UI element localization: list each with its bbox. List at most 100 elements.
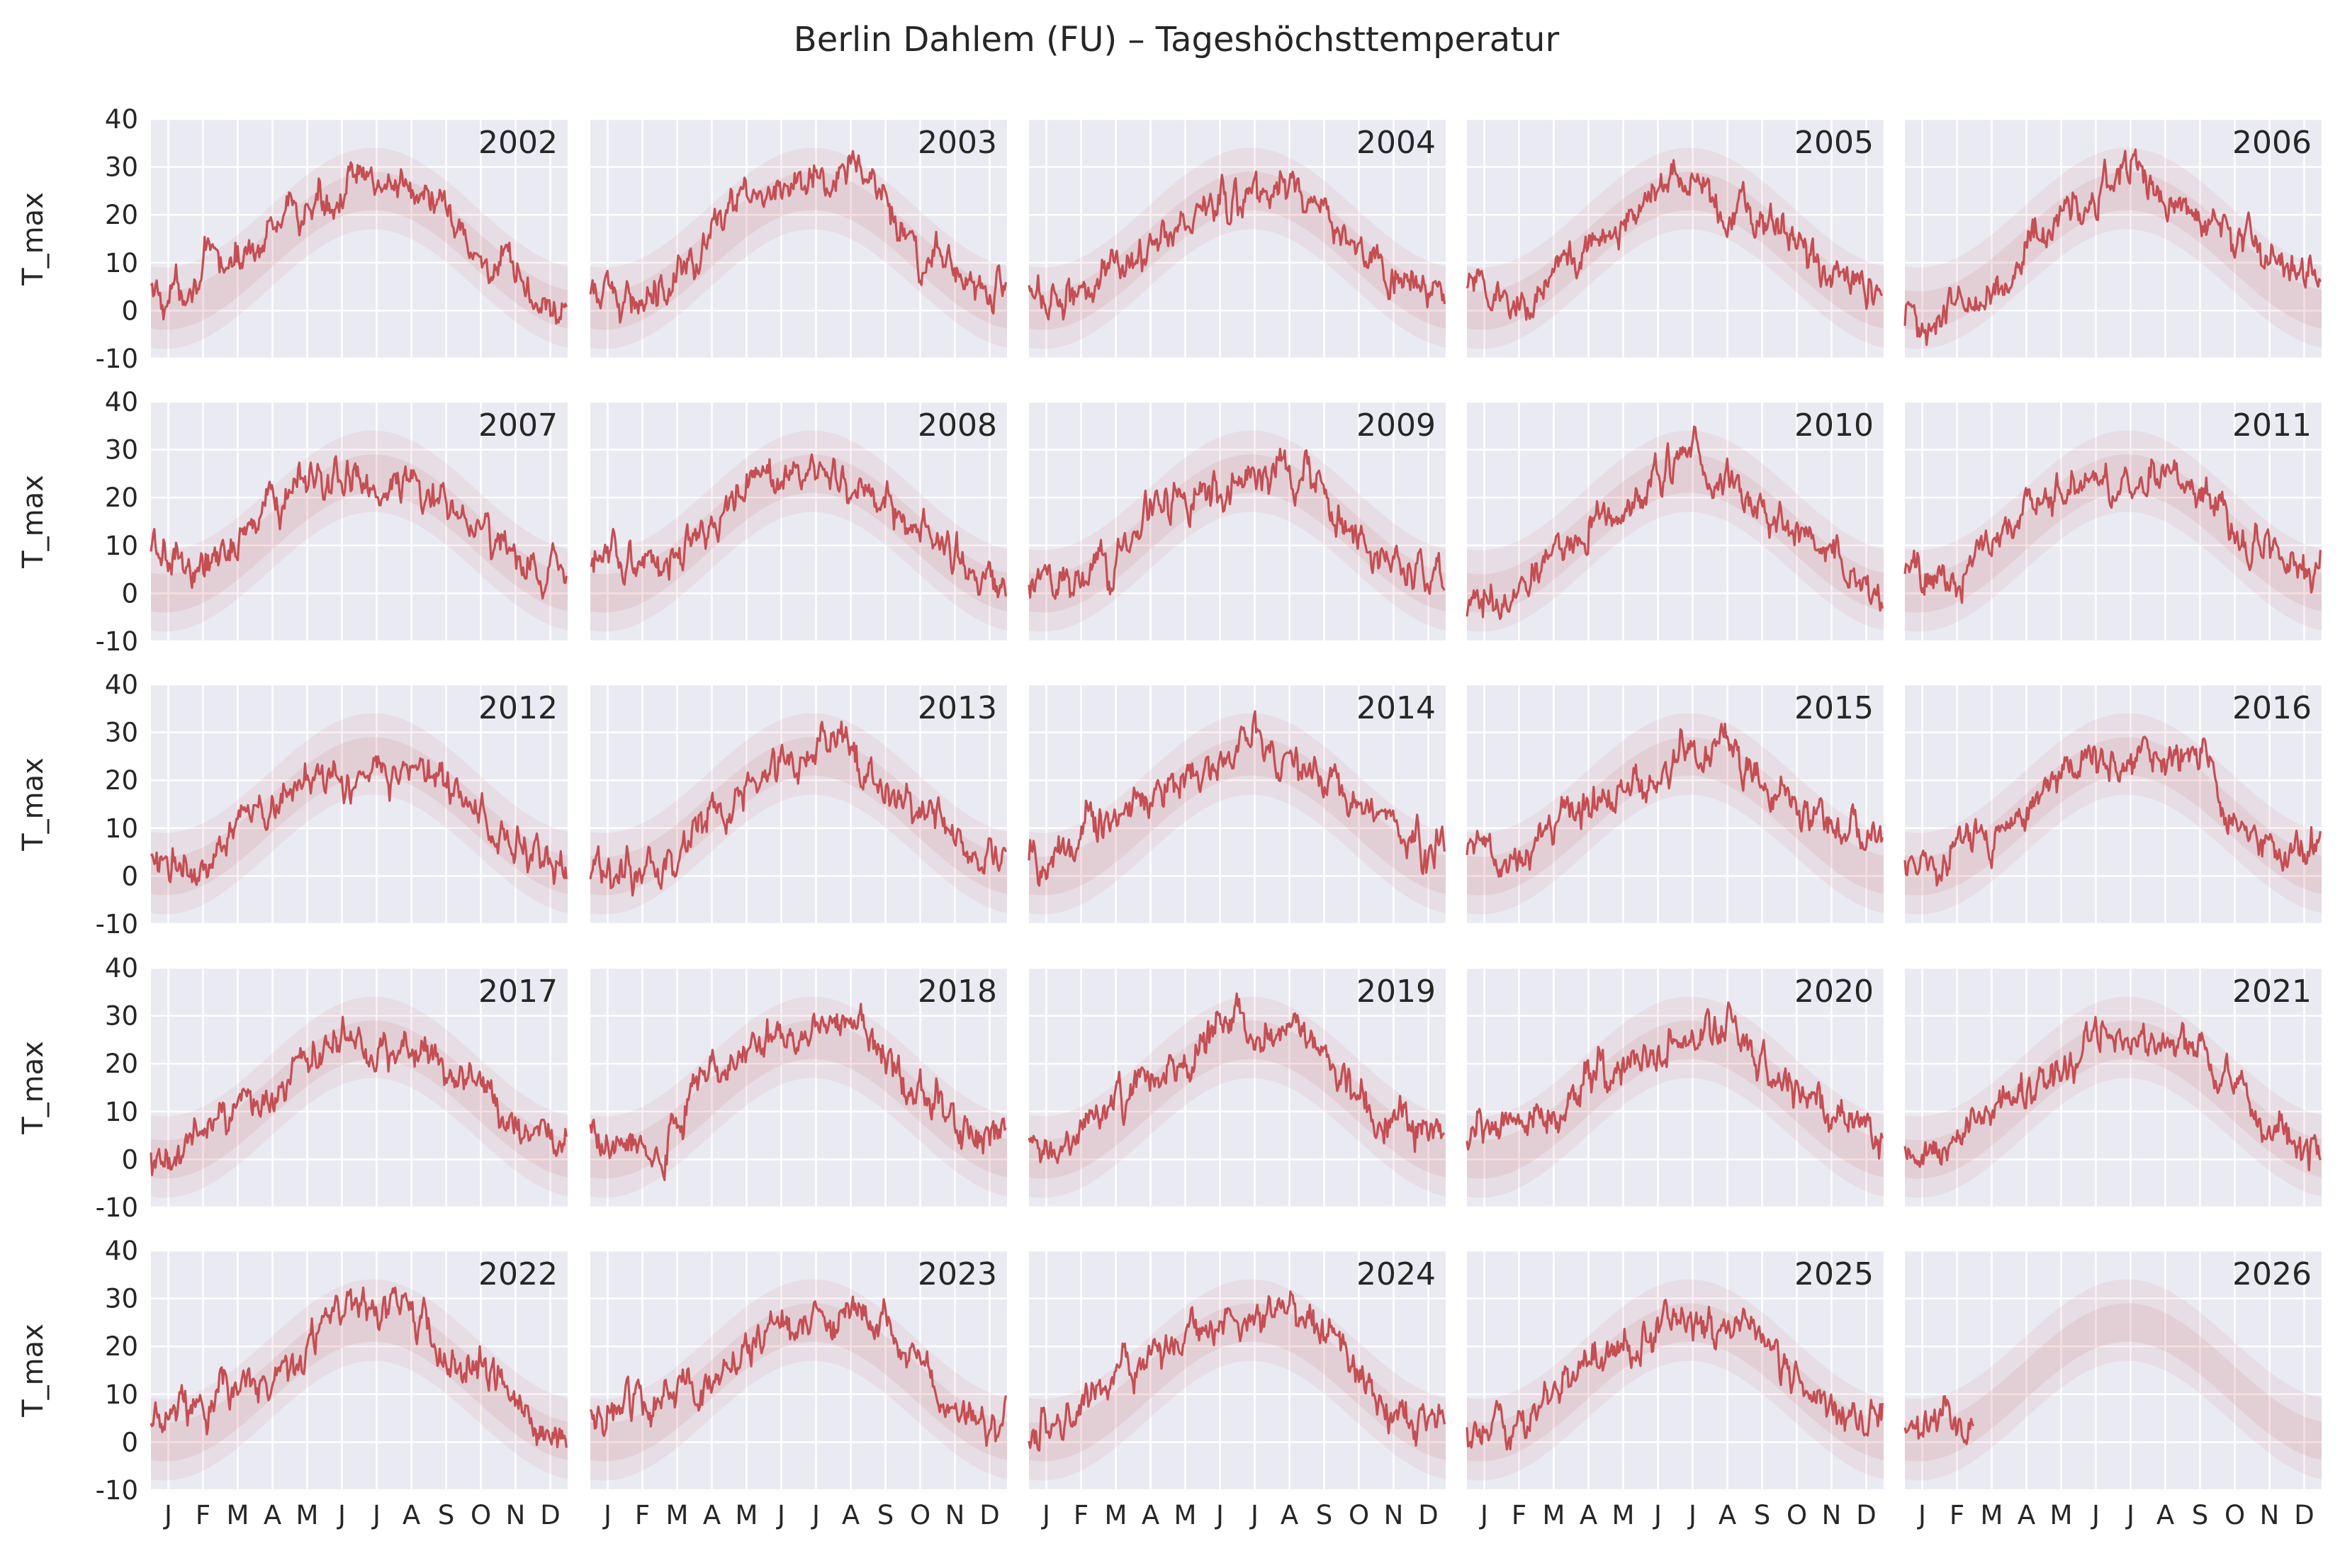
- panel-2010: 2010: [1466, 400, 1884, 643]
- x-tick-label: M: [296, 1500, 319, 1530]
- x-tick-label: S: [1754, 1500, 1771, 1530]
- climatology-band: [590, 996, 1007, 1198]
- panel-2007: 2007 -10 0 10 20 30 40 T_max: [17, 387, 568, 657]
- climatology-band-inner: [1029, 737, 1446, 896]
- panel-background: [1029, 1251, 1446, 1490]
- x-tick-label: F: [1950, 1500, 1964, 1530]
- panel-2017: 2017 -10 0 10 20 30 40 T_max: [17, 953, 568, 1223]
- panel-background: [1029, 968, 1446, 1207]
- y-axis-label: T_max: [17, 1041, 50, 1135]
- y-tick-label: -10: [96, 1475, 138, 1506]
- series-line-2014: [1028, 710, 1446, 887]
- x-tick-label: A: [1719, 1500, 1736, 1530]
- climatology-band: [590, 713, 1007, 915]
- x-tick-label: A: [703, 1500, 721, 1530]
- year-label: 2011: [2232, 407, 2312, 444]
- x-tick-label: N: [945, 1500, 965, 1530]
- panel-2019: 2019: [1028, 966, 1446, 1209]
- climatology-band: [1029, 996, 1446, 1198]
- y-tick-label: 20: [105, 200, 138, 230]
- year-label: 2005: [1794, 125, 1874, 161]
- x-tick-label: D: [540, 1500, 561, 1530]
- x-tick-label: O: [471, 1500, 491, 1530]
- x-tick-label: M: [1543, 1500, 1565, 1530]
- year-label: 2012: [478, 690, 558, 726]
- y-tick-label: 0: [121, 295, 138, 326]
- climatology-band-inner: [151, 1020, 568, 1179]
- series-line-2018: [589, 1003, 1007, 1181]
- series-line-2017: [150, 1015, 568, 1176]
- x-tick-label: J: [811, 1500, 820, 1530]
- x-tick-label: A: [264, 1500, 281, 1530]
- series-line-2021: [1903, 1015, 2322, 1172]
- y-tick-label: 30: [105, 1001, 138, 1032]
- panel-background: [1467, 684, 1884, 924]
- panel-background: [151, 968, 568, 1207]
- y-tick-label: 10: [105, 248, 138, 278]
- y-tick-label: 0: [121, 1144, 138, 1175]
- climatology-band: [1467, 1279, 1884, 1481]
- series-line-2015: [1466, 723, 1884, 878]
- panel-2013: 2013: [589, 683, 1007, 925]
- series-line-2008: [590, 453, 1007, 599]
- y-axis-label: T_max: [17, 757, 50, 852]
- x-tick-label: F: [1074, 1500, 1089, 1530]
- panel-background: [1905, 402, 2322, 641]
- x-tick-label: J: [2125, 1500, 2134, 1530]
- year-label: 2015: [1794, 690, 1874, 726]
- y-tick-label: -10: [96, 344, 138, 374]
- series-line-2013: [589, 721, 1007, 897]
- y-tick-label: -10: [96, 1192, 138, 1223]
- year-label: 2016: [2232, 690, 2312, 726]
- climatology-band: [1467, 996, 1884, 1198]
- series-line-2023: [589, 1295, 1007, 1448]
- year-label: 2006: [2232, 125, 2312, 161]
- panel-2011: 2011: [1903, 400, 2322, 643]
- year-label: 2013: [918, 690, 997, 726]
- x-tick-label: A: [1281, 1500, 1298, 1530]
- y-tick-label: 40: [105, 953, 138, 983]
- x-tick-label: J: [602, 1500, 612, 1530]
- x-tick-label: A: [2156, 1500, 2174, 1530]
- year-label: 2021: [2232, 974, 2312, 1010]
- climatology-band: [151, 996, 568, 1198]
- year-label: 2003: [918, 125, 997, 161]
- year-label: 2023: [918, 1256, 997, 1292]
- series-line-2016: [1903, 735, 2322, 887]
- x-tick-label: D: [1856, 1500, 1877, 1530]
- panel-background: [1467, 119, 1884, 359]
- year-label: 2009: [1356, 407, 1436, 444]
- climatology-band: [1467, 430, 1884, 632]
- year-label: 2019: [1356, 974, 1436, 1010]
- x-tick-label: M: [227, 1500, 249, 1530]
- climatology-band: [1029, 1279, 1446, 1481]
- y-tick-label: 20: [105, 1049, 138, 1079]
- climatology-band: [1029, 713, 1446, 915]
- year-label: 2004: [1356, 125, 1436, 161]
- x-tick-label: J: [337, 1500, 346, 1530]
- y-tick-label: 20: [105, 1331, 138, 1362]
- year-label: 2010: [1794, 407, 1874, 444]
- climatology-band-inner: [151, 171, 568, 330]
- x-tick-label: J: [1041, 1500, 1050, 1530]
- x-tick-label: N: [506, 1500, 526, 1530]
- x-tick-label: J: [1653, 1500, 1662, 1530]
- panel-2002: 2002 -10 0 10 20 30 40 T_max: [17, 104, 568, 374]
- climatology-band: [590, 1279, 1007, 1481]
- x-tick-label: F: [196, 1500, 210, 1530]
- y-tick-label: 40: [105, 1236, 138, 1266]
- x-tick-label: N: [1384, 1500, 1404, 1530]
- climatology-band: [1029, 147, 1446, 349]
- panel-2021: 2021: [1903, 966, 2322, 1209]
- x-tick-label: O: [910, 1500, 930, 1530]
- year-label: 2018: [918, 974, 997, 1010]
- x-tick-label: M: [2050, 1500, 2073, 1530]
- y-tick-label: 10: [105, 1097, 138, 1127]
- panel-background: [1467, 968, 1884, 1207]
- y-axis-label: T_max: [17, 192, 50, 286]
- series-line-2025: [1466, 1298, 1884, 1451]
- y-axis-label: T_max: [17, 1324, 50, 1418]
- climatology-band: [1905, 713, 2322, 915]
